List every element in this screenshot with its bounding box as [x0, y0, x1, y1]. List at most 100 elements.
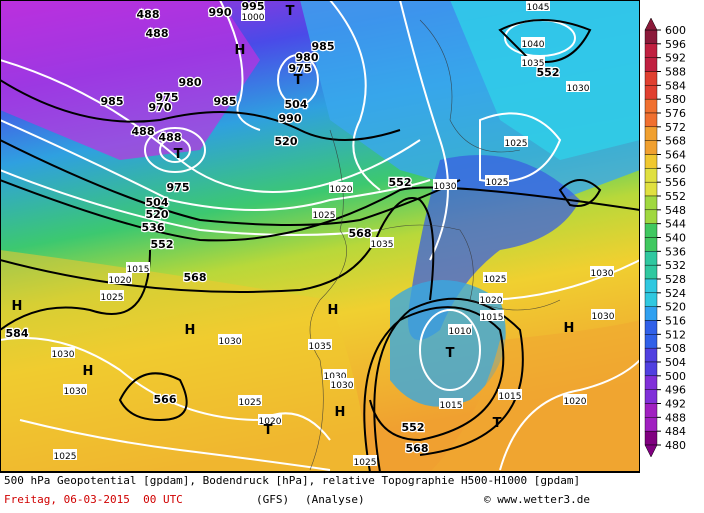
legend-label: 516 — [665, 315, 686, 328]
geopotential-label: 975 — [167, 181, 190, 194]
label-box — [53, 449, 77, 460]
isobar-label: 1035 — [522, 59, 545, 69]
legend-label: 548 — [665, 204, 686, 217]
pressure-center: T — [264, 423, 273, 438]
pressure-center: H — [564, 321, 575, 336]
legend-swatch — [644, 71, 658, 86]
label-box — [591, 309, 615, 320]
geopotential-label: 980 — [296, 51, 319, 64]
legend-label: 572 — [665, 121, 686, 134]
geopotential-label: 536 — [142, 221, 165, 234]
pressure-center: T — [446, 346, 455, 361]
legend-swatch — [644, 347, 658, 363]
footer-run: (Analyse) — [305, 493, 365, 506]
pressure-center: H — [328, 303, 339, 318]
geopotential-label: 504 — [146, 196, 169, 209]
label-box — [241, 10, 265, 21]
legend-label: 484 — [665, 425, 686, 438]
isobar-label: 1025 — [354, 458, 377, 468]
legend-label: 576 — [665, 107, 686, 120]
isobar-label: 1030 — [52, 350, 75, 360]
label-box — [308, 339, 332, 350]
legend-swatch — [644, 292, 658, 307]
isobar-label: 1020 — [259, 417, 282, 427]
legend-swatch — [644, 251, 658, 266]
geopotential-label: 566 — [154, 393, 177, 406]
isobar-label: 1030 — [219, 337, 242, 347]
geopotential-label: 990 — [279, 112, 302, 125]
pressure-center: T — [294, 73, 303, 88]
legend-swatch — [644, 306, 658, 321]
legend-label: 568 — [665, 135, 686, 148]
legend-label: 556 — [665, 176, 686, 189]
geopotential-label: 520 — [275, 135, 298, 148]
footer-caption: 500 hPa Geopotential [gpdam], Bodendruck… — [4, 474, 581, 487]
isobar-label: 1015 — [481, 313, 504, 323]
geopotential-label: 488 — [137, 8, 160, 21]
label-box — [439, 398, 463, 409]
isobar-label: 1025 — [505, 139, 528, 149]
geopotential-label: 488 — [159, 131, 182, 144]
geopotential-label: 568 — [349, 227, 372, 240]
geopotential-label: 985 — [214, 95, 237, 108]
legend-swatch — [644, 195, 658, 211]
isobar-label: 1030 — [64, 387, 87, 397]
label-box — [51, 347, 75, 358]
label-box — [563, 394, 587, 405]
isobar-label: 1020 — [109, 276, 132, 286]
pressure-center: T — [286, 4, 295, 19]
legend-label: 480 — [665, 439, 686, 452]
pressure-center: H — [335, 405, 346, 420]
pressure-center: T — [493, 416, 502, 431]
isobar-label: 1030 — [592, 312, 615, 322]
legend-swatch — [644, 264, 658, 280]
footer: 500 hPa Geopotential [gpdam], Bodendruck… — [0, 472, 640, 513]
label-box — [218, 334, 242, 345]
label-box — [480, 310, 504, 321]
legend-label: 540 — [665, 232, 686, 245]
legend-label: 588 — [665, 66, 686, 79]
isobar-label: 1035 — [371, 240, 394, 250]
legend-swatch — [644, 417, 658, 432]
legend-label: 500 — [665, 370, 686, 383]
isobar-label: 1025 — [239, 398, 262, 408]
isobar-label: 1020 — [480, 296, 503, 306]
legend-label: 584 — [665, 79, 686, 92]
label-box — [590, 266, 614, 277]
isobar-label: 1020 — [330, 185, 353, 195]
legend-label: 564 — [665, 149, 686, 162]
legend-label: 492 — [665, 398, 686, 411]
legend-swatch — [644, 181, 658, 197]
geopotential-contours — [0, 19, 640, 472]
label-box — [100, 290, 124, 301]
isobar-label: 1025 — [484, 275, 507, 285]
legend-swatch — [644, 320, 658, 335]
isobar-label: 1040 — [522, 40, 545, 50]
legend-label: 592 — [665, 52, 686, 65]
label-box — [63, 384, 87, 395]
label-box — [329, 182, 353, 193]
legend-swatch — [644, 168, 658, 183]
legend-swatch — [644, 154, 658, 169]
label-box — [483, 272, 507, 283]
legend-label: 512 — [665, 328, 686, 341]
isobar-label: 1020 — [564, 397, 587, 407]
geopotential-label: 488 — [132, 125, 155, 138]
coastlines — [309, 19, 561, 471]
isobar-label: 1030 — [434, 182, 457, 192]
geopotential-label: 552 — [151, 238, 174, 251]
legend-label: 496 — [665, 384, 686, 397]
pressure-center: T — [174, 147, 183, 162]
isobar-label: 1025 — [101, 293, 124, 303]
legend-label: 536 — [665, 245, 686, 258]
legend-arrow-top — [644, 17, 658, 31]
isobar-label: 1025 — [313, 211, 336, 221]
footer-date: Freitag, 06-03-2015 00 UTC — [4, 493, 183, 506]
isobar-label: 1030 — [567, 84, 590, 94]
isobar-label: 1000 — [242, 13, 265, 23]
label-box — [108, 273, 132, 284]
label-box — [258, 414, 282, 425]
isobar-label: 1030 — [331, 381, 354, 391]
isobar-label: 1030 — [591, 269, 614, 279]
legend-label: 488 — [665, 411, 686, 424]
